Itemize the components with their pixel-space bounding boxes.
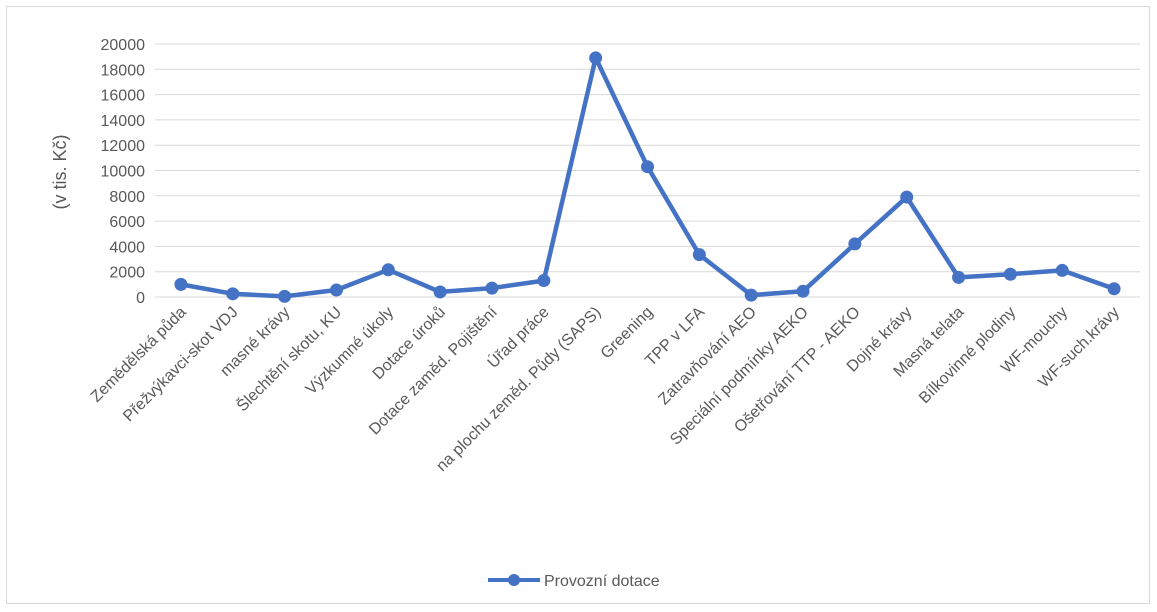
data-point: [692, 248, 706, 262]
data-points: [174, 51, 1121, 303]
y-tick-label: 2000: [109, 265, 145, 282]
data-point: [278, 289, 292, 303]
series-line-provozni-dotace: [178, 55, 1117, 299]
y-tick-label: 12000: [101, 138, 146, 155]
data-point: [485, 281, 499, 295]
legend-label: Provozní dotace: [544, 573, 660, 590]
y-tick-label: 10000: [101, 164, 146, 181]
data-point: [589, 51, 603, 65]
data-point: [848, 237, 862, 251]
data-point: [744, 288, 758, 302]
x-tick-label: Bílkovinné plodiny: [916, 304, 1019, 407]
y-axis-title: (v tis. Kč): [50, 135, 70, 210]
data-point: [1055, 263, 1069, 277]
data-point: [537, 274, 551, 288]
data-point: [174, 277, 188, 291]
x-tick-label: Zemědělská půda: [87, 303, 190, 406]
x-tick-label: Zatravňování AEO: [656, 304, 760, 408]
data-point: [433, 285, 447, 299]
legend: Provozní dotace: [488, 573, 660, 590]
gridlines: [155, 43, 1140, 298]
y-tick-label: 4000: [109, 239, 145, 256]
data-point: [329, 283, 343, 297]
y-tick-label: 14000: [101, 113, 146, 130]
data-point: [1107, 282, 1121, 296]
y-tick-label: 8000: [109, 189, 145, 206]
chart-frame: [6, 6, 1150, 604]
data-point: [796, 284, 810, 298]
x-tick-label: Výzkumné úkoly: [303, 304, 397, 398]
data-point: [381, 263, 395, 277]
y-tick-label: 6000: [109, 214, 145, 231]
y-tick-label: 20000: [101, 37, 146, 54]
data-point: [952, 270, 966, 284]
data-point: [226, 287, 240, 301]
y-tick-label: 0: [136, 290, 145, 307]
data-point: [900, 190, 914, 204]
y-tick-label: 16000: [101, 88, 146, 105]
data-point: [1003, 267, 1017, 281]
y-tick-labels: 0 2000 4000 6000 8000 10000 12000 14000 16000 180…: [101, 37, 146, 307]
legend-marker: [508, 574, 520, 586]
y-tick-label: 18000: [101, 62, 146, 79]
data-point: [641, 160, 654, 174]
